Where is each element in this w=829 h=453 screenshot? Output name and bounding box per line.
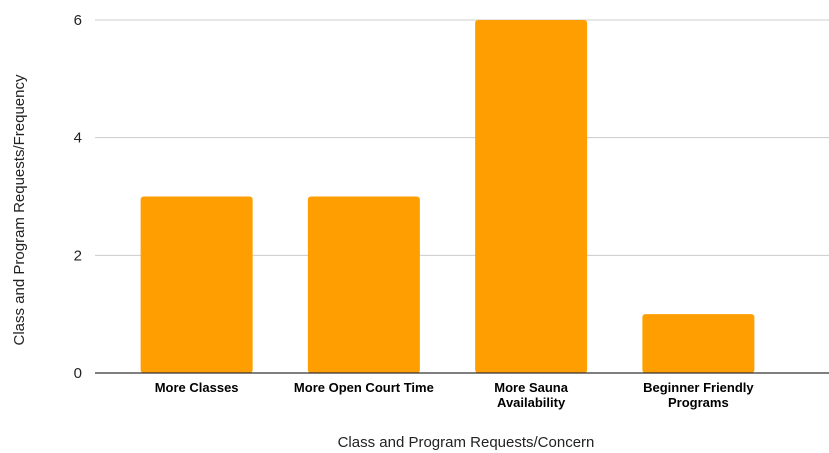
x-category-label-line: More Classes: [155, 380, 239, 395]
y-tick-labels: 0 2 4 6: [74, 12, 82, 382]
x-category-label: More Sauna Availability: [494, 380, 568, 410]
y-axis-title: Class and Program Requests/Frequency: [11, 74, 28, 345]
y-tick-label: 0: [74, 365, 82, 382]
x-axis-title: Class and Program Requests/Concern: [338, 434, 595, 451]
x-category-label: More Classes: [155, 380, 239, 395]
bar: [307, 196, 420, 373]
x-category-labels: More Classes More Open Court Time More Sau…: [155, 380, 755, 410]
bar: [475, 20, 588, 373]
y-tick-label: 4: [74, 130, 82, 147]
bar: [140, 196, 253, 373]
y-tick-label: 2: [74, 247, 82, 264]
bar: [642, 314, 755, 373]
x-category-label: Beginner Friendly Programs: [643, 380, 754, 410]
x-category-label-line: Programs: [668, 395, 729, 410]
x-category-label-line: More Sauna: [494, 380, 568, 395]
y-tick-label: 6: [74, 12, 82, 29]
x-category-label-line: Beginner Friendly: [643, 380, 754, 395]
x-category-label-line: More Open Court Time: [294, 380, 434, 395]
x-category-label-line: Availability: [497, 395, 566, 410]
x-category-label: More Open Court Time: [294, 380, 434, 395]
bars: [140, 20, 755, 373]
